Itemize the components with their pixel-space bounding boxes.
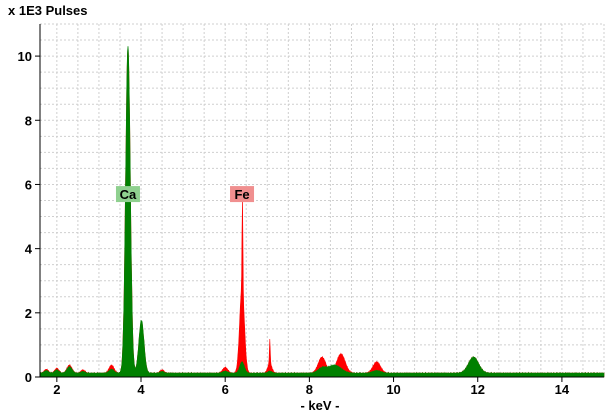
peak-label-box xyxy=(115,186,140,203)
axes: 2 4 6 8 10 12 14 0 2 4 6 8 10 xyxy=(18,24,604,397)
x-tick-label: 12 xyxy=(470,382,484,397)
peak-annotations: Ca Fe xyxy=(115,186,255,203)
y-tick-label: 2 xyxy=(25,306,32,321)
spectrum-series xyxy=(39,46,605,378)
y-tick-label: 4 xyxy=(25,242,33,257)
spectrum-series-2 xyxy=(39,46,605,378)
x-tick-label: 6 xyxy=(222,382,229,397)
peak-label: Ca xyxy=(120,187,137,202)
x-tick-label: 4 xyxy=(137,382,145,397)
x-axis-title: - keV - xyxy=(300,398,339,413)
y-tick-label: 10 xyxy=(18,49,32,64)
x-tick-label: 8 xyxy=(306,382,313,397)
y-tick-label: 6 xyxy=(25,177,32,192)
x-tick-label: 10 xyxy=(386,382,400,397)
peak-label: Fe xyxy=(234,187,249,202)
x-tick-label: 14 xyxy=(555,382,570,397)
y-tick-label: 0 xyxy=(25,370,32,385)
peak-label-box xyxy=(230,186,255,203)
chart-title: x 1E3 Pulses xyxy=(8,3,88,18)
y-tick-label: 8 xyxy=(25,113,32,128)
x-tick-label: 2 xyxy=(53,382,60,397)
